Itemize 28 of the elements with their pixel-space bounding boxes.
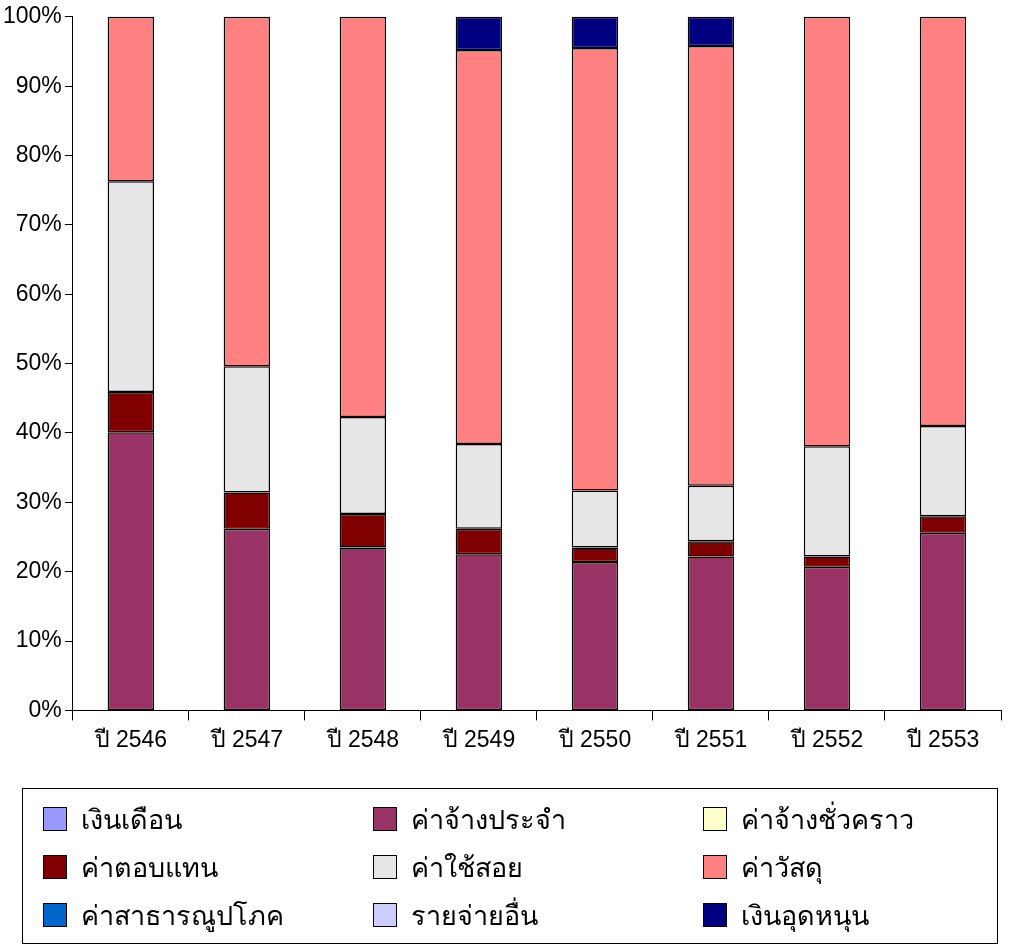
legend-label: เงินอุดหนุน: [741, 899, 869, 934]
y-tick-label: 80%: [15, 140, 62, 167]
x-tick-label: ปี 2547: [209, 725, 284, 752]
x-tick-label: ปี 2550: [557, 725, 632, 752]
x-tick-label: ปี 2549: [441, 725, 516, 752]
x-tick-label: ปี 2546: [93, 725, 168, 752]
y-tick-label: 20%: [15, 557, 62, 584]
y-tick-label: 30%: [15, 487, 62, 514]
y-tick-label: 50%: [15, 348, 62, 375]
legend-label: ค่าใช้สอย: [411, 851, 523, 885]
y-tick-label: 10%: [15, 626, 62, 653]
y-tick-label: 100%: [3, 2, 62, 29]
x-tick-label: ปี 2551: [673, 725, 748, 752]
legend-label: ค่าจ้างชั่วคราว: [741, 800, 914, 837]
legend-label: ค่าวัสดุ: [741, 851, 823, 886]
y-tick-label: 60%: [15, 279, 62, 306]
y-tick-label: 0%: [28, 695, 62, 722]
legend-label: เงินเดือน: [81, 803, 182, 837]
legend-label: ค่าจ้างประจำ: [411, 803, 566, 837]
y-tick-label: 70%: [15, 210, 62, 237]
x-tick-label: ปี 2548: [325, 725, 400, 752]
legend-label: รายจ่ายอื่น: [411, 896, 538, 933]
x-tick-label: ปี 2552: [789, 725, 864, 752]
legend-label: ค่าตอบแทน: [81, 851, 218, 885]
legend-label: ค่าสาธารณูปโภค: [81, 899, 284, 934]
y-tick-label: 40%: [15, 418, 62, 445]
y-tick-label: 90%: [15, 71, 62, 98]
x-tick-label: ปี 2553: [905, 725, 980, 752]
